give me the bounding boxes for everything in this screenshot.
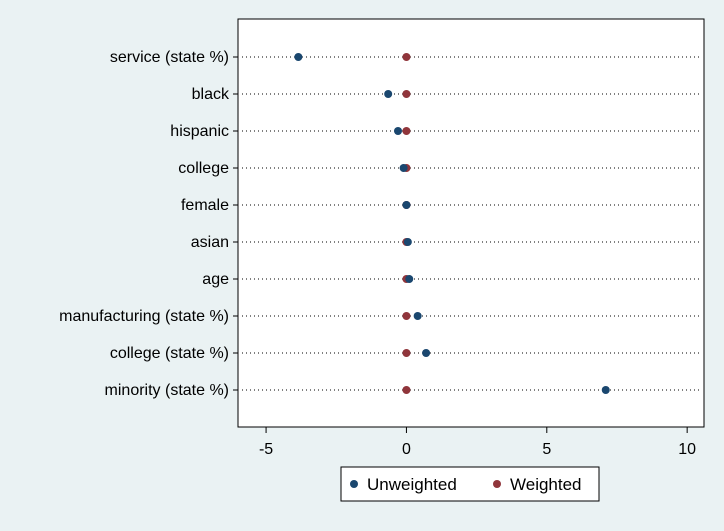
point-unweighted (403, 238, 412, 246)
plot-area (237, 18, 705, 428)
point-unweighted (422, 349, 431, 357)
y-tick-label: college (178, 160, 229, 177)
x-tick-label: 10 (678, 441, 696, 458)
point-weighted (402, 386, 411, 394)
point-weighted (402, 127, 411, 135)
y-tick-label: college (state %) (110, 345, 229, 362)
point-unweighted (394, 127, 403, 135)
point-weighted (402, 90, 411, 98)
point-unweighted (601, 386, 610, 394)
point-unweighted (402, 201, 411, 209)
legend-marker-weighted (493, 480, 501, 488)
y-tick-label: hispanic (170, 123, 229, 140)
point-unweighted (413, 312, 422, 320)
point-weighted (402, 53, 411, 61)
point-weighted (402, 349, 411, 357)
x-tick-label: 0 (402, 441, 411, 458)
y-tick-label: female (181, 197, 229, 214)
point-weighted (402, 312, 411, 320)
y-tick-label: black (192, 86, 230, 103)
y-tick-label: manufacturing (state %) (59, 308, 229, 325)
point-unweighted (294, 53, 303, 61)
point-unweighted (405, 275, 414, 283)
y-tick-label: asian (191, 234, 229, 251)
point-unweighted (384, 90, 393, 98)
x-tick-label: 5 (542, 441, 551, 458)
x-tick-label: -5 (259, 441, 273, 458)
y-tick-label: minority (state %) (105, 382, 229, 399)
point-unweighted (399, 164, 408, 172)
y-tick-label: age (202, 271, 229, 288)
y-tick-label: service (state %) (110, 49, 229, 66)
legend-marker-unweighted (350, 480, 358, 488)
legend-box (340, 466, 600, 502)
legend-label-weighted: Weighted (510, 475, 582, 494)
legend-label-unweighted: Unweighted (367, 475, 457, 494)
